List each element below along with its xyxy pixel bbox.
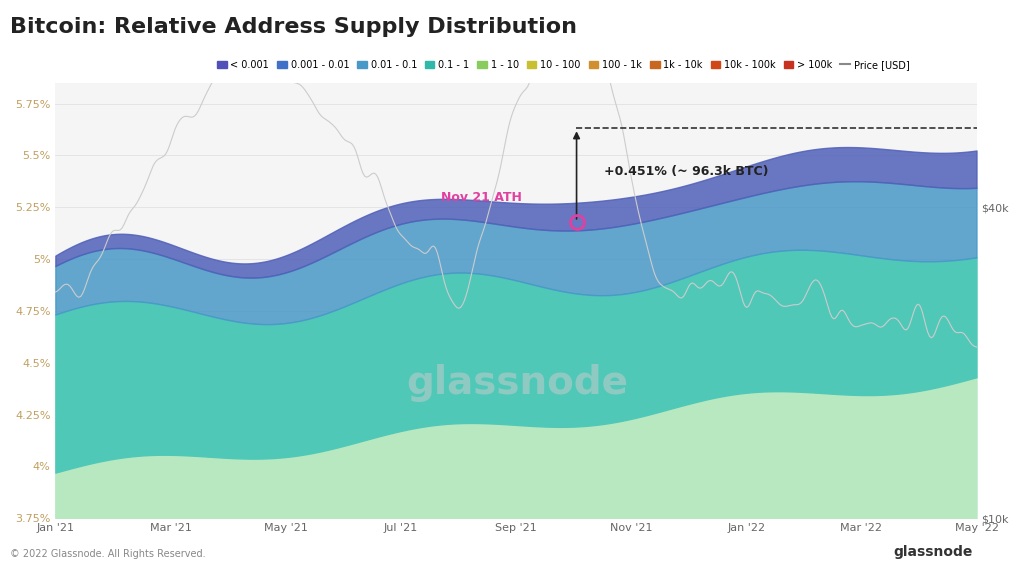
Text: +0.451% (~ 96.3k BTC): +0.451% (~ 96.3k BTC)	[604, 165, 768, 178]
Text: Nov 21 ATH: Nov 21 ATH	[441, 191, 522, 204]
Text: Bitcoin: Relative Address Supply Distribution: Bitcoin: Relative Address Supply Distrib…	[10, 17, 578, 37]
Legend: < 0.001, 0.001 - 0.01, 0.01 - 0.1, 0.1 - 1, 1 - 10, 10 - 100, 100 - 1k, 1k - 10k: < 0.001, 0.001 - 0.01, 0.01 - 0.1, 0.1 -…	[213, 56, 913, 73]
Text: © 2022 Glassnode. All Rights Reserved.: © 2022 Glassnode. All Rights Reserved.	[10, 549, 206, 559]
Text: glassnode: glassnode	[406, 364, 628, 402]
Text: glassnode: glassnode	[893, 545, 973, 559]
